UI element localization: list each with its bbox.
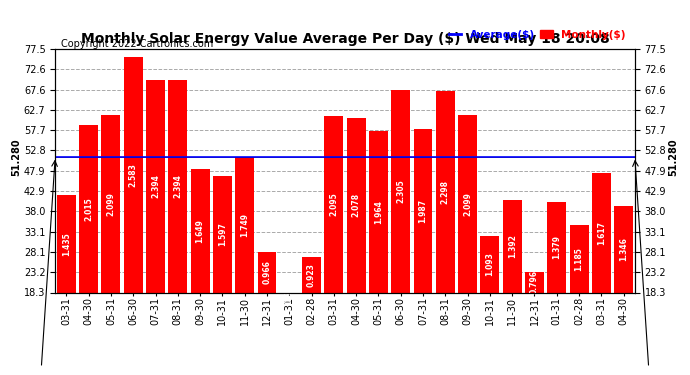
Bar	[101, 115, 121, 292]
Text: 0.626: 0.626	[285, 280, 294, 304]
Text: 0.923: 0.923	[307, 263, 316, 286]
Text: 1.964: 1.964	[374, 200, 383, 224]
Text: 2.015: 2.015	[84, 197, 93, 221]
Bar	[235, 158, 254, 292]
Title: Monthly Solar Energy Value Average Per Day ($) Wed May 18 20:08: Monthly Solar Energy Value Average Per D…	[81, 32, 609, 46]
Text: 1.649: 1.649	[195, 219, 205, 243]
Legend: Average($), Monthly($): Average($), Monthly($)	[445, 26, 629, 44]
Text: 2.394: 2.394	[173, 174, 182, 198]
Bar	[525, 272, 544, 292]
Text: 1.093: 1.093	[485, 252, 495, 276]
Bar	[168, 80, 187, 292]
Bar	[391, 90, 410, 292]
Bar	[592, 173, 611, 292]
Text: 2.305: 2.305	[396, 180, 405, 203]
Bar	[146, 80, 165, 292]
Text: 1.597: 1.597	[218, 222, 227, 246]
Text: 2.095: 2.095	[329, 192, 338, 216]
Bar	[436, 91, 455, 292]
Text: 0.796: 0.796	[530, 270, 539, 294]
Text: 2.298: 2.298	[441, 180, 450, 204]
Text: 2.078: 2.078	[352, 193, 361, 217]
Text: 0.966: 0.966	[262, 260, 271, 284]
Bar	[614, 206, 633, 292]
Bar	[79, 125, 98, 292]
Text: 1.749: 1.749	[240, 213, 249, 237]
Bar	[547, 202, 566, 292]
Bar	[213, 176, 232, 292]
Bar	[257, 252, 277, 292]
Text: 1.987: 1.987	[419, 198, 428, 223]
Bar	[570, 225, 589, 292]
Bar	[503, 200, 522, 292]
Bar	[57, 195, 76, 292]
Text: 2.099: 2.099	[106, 192, 115, 216]
Bar	[302, 257, 321, 292]
Text: 1.185: 1.185	[575, 247, 584, 271]
Text: 51.280: 51.280	[11, 138, 21, 176]
Bar	[458, 115, 477, 292]
Text: 2.583: 2.583	[129, 163, 138, 187]
Bar	[413, 129, 433, 292]
Text: 1.379: 1.379	[552, 235, 561, 259]
Bar	[190, 170, 210, 292]
Text: 1.617: 1.617	[597, 221, 606, 245]
Text: 1.392: 1.392	[508, 234, 517, 258]
Text: 2.394: 2.394	[151, 174, 160, 198]
Text: 2.099: 2.099	[463, 192, 472, 216]
Bar	[324, 116, 344, 292]
Text: 1.346: 1.346	[619, 237, 628, 261]
Bar	[346, 118, 366, 292]
Bar	[369, 132, 388, 292]
Text: Copyright 2022 Cartronics.com: Copyright 2022 Cartronics.com	[61, 39, 213, 49]
Text: 51.280: 51.280	[669, 138, 679, 176]
Bar	[124, 57, 143, 292]
Text: 1.435: 1.435	[62, 232, 71, 256]
Bar	[480, 236, 500, 292]
